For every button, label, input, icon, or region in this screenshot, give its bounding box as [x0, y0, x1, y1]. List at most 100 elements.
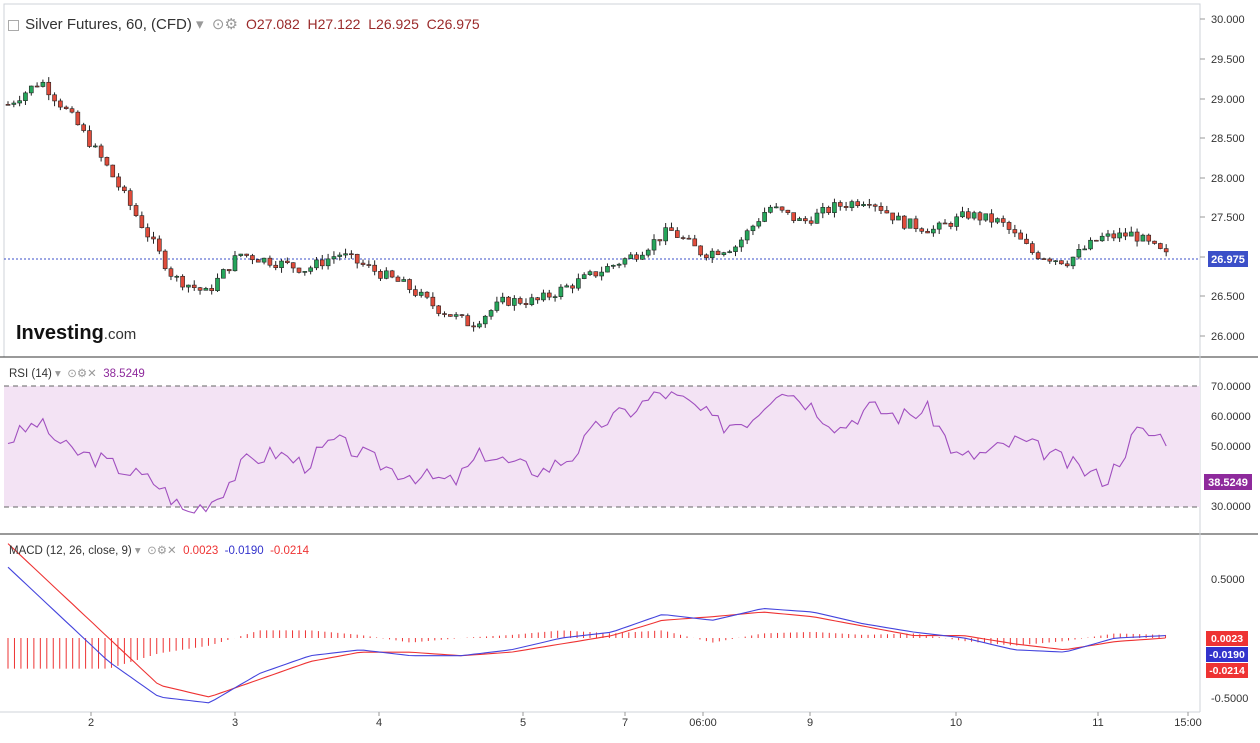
time-tick-label: 7 — [622, 717, 628, 729]
candle-body — [203, 288, 209, 291]
time-tick-label: 2 — [88, 717, 94, 729]
candle-body — [808, 220, 814, 224]
macd-axis: 0.5000 -0.5000 — [1211, 574, 1248, 705]
rsi-tick-label: 60.0000 — [1211, 411, 1251, 423]
time-tick-label: 5 — [520, 717, 526, 729]
gear-icon[interactable]: ⚙ — [76, 368, 88, 380]
candle-body — [779, 206, 785, 211]
candle-body — [849, 201, 855, 208]
candle-body — [395, 276, 401, 282]
chevron-down-icon[interactable]: ▾ — [134, 545, 141, 557]
candle-body — [250, 255, 255, 261]
candle-body — [628, 254, 634, 259]
candle-body — [1059, 260, 1064, 265]
candle-body — [936, 222, 942, 230]
candle-body — [919, 228, 925, 232]
candle-body — [832, 202, 837, 213]
price-tick-label: 30.000 — [1211, 14, 1245, 26]
candle-body — [238, 253, 244, 256]
candle-body — [971, 212, 977, 219]
candle-body — [750, 225, 756, 232]
rsi-tick-label: 70.0000 — [1211, 381, 1251, 393]
macd-tick-label: -0.5000 — [1211, 693, 1248, 705]
candle-body — [221, 269, 226, 279]
eye-icon[interactable]: ⊙ — [147, 545, 157, 557]
candle-body — [709, 250, 715, 259]
low-label: L — [368, 16, 377, 32]
time-tick-label: 06:00 — [689, 717, 717, 729]
collapse-icon[interactable] — [8, 19, 19, 31]
price-tick-label: 26.000 — [1211, 331, 1245, 343]
candle-body — [983, 213, 989, 221]
candle-body — [191, 284, 197, 288]
candle-body — [285, 260, 290, 263]
candle-body — [1030, 243, 1035, 253]
candle-body — [273, 264, 279, 269]
macd-line — [7, 566, 1166, 704]
candle-body — [11, 102, 17, 105]
candle-body — [1000, 218, 1006, 223]
candle-body — [296, 267, 302, 273]
candle-body — [465, 315, 471, 327]
rsi-header: RSI (14) ▾ ⊙⚙✕ 38.5249 — [9, 366, 145, 380]
candle-body — [23, 92, 28, 101]
time-tick-label: 10 — [950, 717, 962, 729]
macd-badge-bg — [1206, 647, 1248, 662]
macd-signal-line — [7, 543, 1166, 698]
candle-body — [319, 259, 325, 267]
candle-body — [797, 218, 802, 221]
candle-body — [552, 296, 558, 298]
rsi-band — [4, 386, 1200, 507]
logo-suffix: .com — [103, 326, 137, 343]
candle-body — [721, 252, 727, 255]
candle-body — [180, 275, 185, 288]
candle-body — [605, 266, 610, 273]
gear-icon[interactable]: ⚙ — [224, 16, 238, 33]
close-icon[interactable]: ✕ — [87, 368, 97, 380]
candle-body — [157, 238, 162, 252]
close-label: C — [426, 16, 437, 32]
candle-body — [610, 264, 616, 267]
candle-body — [279, 260, 284, 269]
candle-body — [75, 111, 81, 126]
macd-hist-badge-bg — [1206, 631, 1248, 646]
candle-body — [5, 104, 11, 106]
rsi-tick-label: 30.0000 — [1211, 501, 1251, 513]
macd-value: -0.0190 — [224, 545, 264, 557]
candle-body — [424, 291, 430, 298]
candle-body — [1111, 233, 1117, 239]
candle-body — [488, 310, 494, 317]
chevron-down-icon[interactable]: ▾ — [196, 16, 204, 33]
candle-body — [867, 204, 872, 206]
candle-body — [727, 251, 732, 253]
candle-body — [87, 130, 92, 147]
close-icon[interactable]: ✕ — [167, 545, 177, 557]
macd-lines-group — [7, 543, 1166, 704]
logo-main: Investing — [16, 322, 104, 344]
candle-body — [389, 270, 395, 278]
candle-body — [418, 291, 424, 296]
candle-body — [168, 268, 174, 277]
candle-body — [226, 269, 232, 272]
candle-body — [52, 94, 57, 102]
candle-body — [674, 230, 680, 238]
chevron-down-icon[interactable]: ▾ — [55, 368, 61, 380]
rsi-badge: 38.5249 — [1208, 477, 1248, 489]
candle-body — [564, 285, 570, 288]
candle-body — [174, 275, 180, 278]
candle-body — [482, 315, 488, 325]
candle-body — [861, 204, 866, 207]
candle-body — [372, 264, 377, 272]
candle-body — [785, 209, 791, 213]
candle-body — [1099, 235, 1105, 242]
candle-body — [267, 257, 273, 266]
candle-body — [541, 292, 546, 301]
candle-body — [576, 278, 581, 289]
eye-icon[interactable]: ⊙ — [67, 368, 77, 380]
candle-body — [17, 100, 22, 104]
price-tick-label: 29.000 — [1211, 94, 1245, 106]
candle-body — [413, 289, 418, 296]
eye-icon[interactable]: ⊙ — [211, 16, 225, 33]
candle-body — [122, 186, 127, 192]
gear-icon[interactable]: ⚙ — [156, 545, 168, 557]
